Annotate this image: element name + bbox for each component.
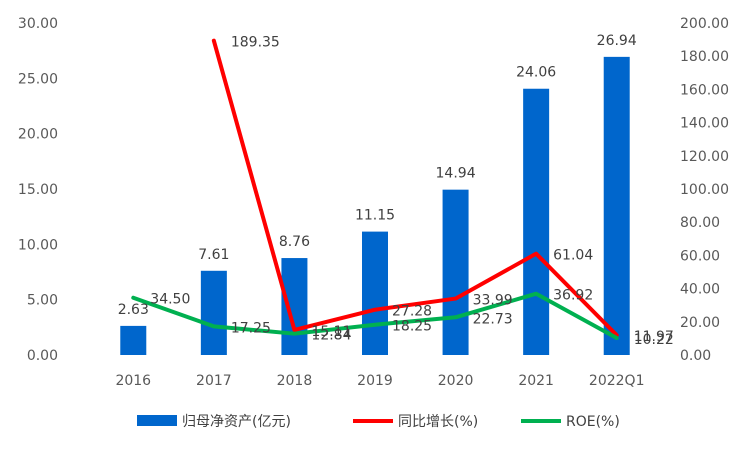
- bar-net-assets: [603, 56, 630, 355]
- bar-data-label: 8.76: [279, 234, 310, 250]
- growth-data-label: 27.28: [392, 304, 432, 320]
- legend-label: 同比增长(%): [398, 414, 478, 430]
- watermark-text: 百家号/享迎: [669, 423, 744, 440]
- growth-data-label: 11.97: [634, 329, 674, 345]
- bar-data-label: 24.06: [516, 65, 556, 81]
- left-axis-tick-label: 0.00: [27, 348, 58, 364]
- growth-data-label: 61.04: [553, 248, 593, 264]
- roe-data-label: 17.25: [231, 320, 271, 336]
- x-axis-category-label: 2017: [196, 373, 232, 389]
- roe-data-label: 12.84: [311, 328, 351, 344]
- roe-data-label: 34.50: [150, 292, 190, 308]
- left-axis-tick-label: 30.00: [18, 16, 58, 32]
- roe-data-label: 18.25: [392, 319, 432, 335]
- bar-net-assets: [200, 270, 227, 355]
- line-roe: [131, 291, 619, 341]
- roe-data-label: 36.92: [553, 288, 593, 304]
- right-axis-tick-label: 160.00: [680, 82, 729, 98]
- legend-item-yoy-growth: 同比增长(%): [353, 414, 478, 430]
- bar-data-label: 11.15: [355, 208, 395, 224]
- x-axis-category-label: 2021: [518, 373, 554, 389]
- right-axis-tick-label: 80.00: [680, 215, 720, 231]
- right-axis-tick-label: 180.00: [680, 49, 729, 65]
- left-axis-tick-label: 10.00: [18, 237, 58, 253]
- right-axis-tick-label: 100.00: [680, 182, 729, 198]
- x-axis-category-label: 2020: [438, 373, 474, 389]
- right-axis-tick-label: 0.00: [680, 348, 711, 364]
- legend-item-net-assets: 归母净资产(亿元): [137, 413, 291, 430]
- roe-data-label: 22.73: [473, 311, 513, 327]
- growth-data-label: 15.11: [311, 324, 351, 340]
- x-axis-category-label: 2022Q1: [589, 373, 645, 389]
- growth-data-label: 33.99: [473, 293, 513, 309]
- legend-item-roe: ROE(%): [521, 414, 620, 430]
- line-yoy-growth: [211, 38, 619, 338]
- right-axis-tick-label: 20.00: [680, 315, 720, 331]
- legend-label: 归母净资产(亿元): [182, 413, 291, 430]
- legend-swatch-bar: [137, 415, 177, 426]
- x-axis-category-label: 2016: [115, 373, 151, 389]
- right-axis-tick-label: 40.00: [680, 282, 720, 298]
- right-axis-tick-label: 60.00: [680, 248, 720, 264]
- bar-net-assets: [281, 258, 308, 355]
- left-axis-tick-label: 5.00: [27, 293, 58, 309]
- bar-data-label: 2.63: [118, 302, 149, 318]
- right-axis-tick-label: 120.00: [680, 149, 729, 165]
- bar-data-label: 26.94: [597, 33, 637, 49]
- left-axis-tick-label: 25.00: [18, 71, 58, 87]
- roe-data-label: 10.22: [634, 332, 674, 348]
- left-axis-tick-label: 15.00: [18, 182, 58, 198]
- x-axis-category-label: 2019: [357, 373, 393, 389]
- x-axis-category-label: 2018: [277, 373, 313, 389]
- bar-data-label: 7.61: [198, 247, 229, 263]
- bar-net-assets: [120, 325, 147, 355]
- bar-net-assets: [523, 88, 550, 356]
- right-axis-tick-label: 200.00: [680, 16, 729, 32]
- legend-label: ROE(%): [566, 414, 620, 430]
- bar-net-assets: [442, 189, 469, 355]
- bar-net-assets: [362, 231, 388, 355]
- right-axis-tick-label: 140.00: [680, 116, 729, 132]
- growth-data-label: 189.35: [231, 35, 280, 51]
- bar-data-label: 14.94: [436, 166, 476, 182]
- left-axis-tick-label: 20.00: [18, 127, 58, 143]
